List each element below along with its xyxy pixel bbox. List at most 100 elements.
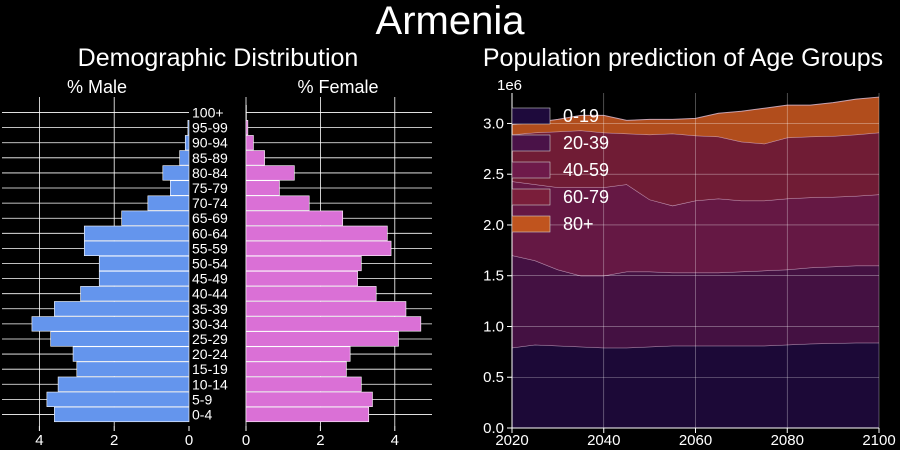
male-bar bbox=[187, 120, 190, 136]
female-bar bbox=[245, 286, 377, 302]
age-group-label: 20-24 bbox=[192, 346, 228, 362]
age-group-label: 100+ bbox=[192, 105, 224, 121]
x-tick-label: 2060 bbox=[679, 432, 712, 449]
female-bar bbox=[245, 316, 422, 332]
legend-swatch bbox=[511, 134, 551, 152]
male-bar bbox=[147, 195, 190, 211]
age-group-label: 40-44 bbox=[192, 286, 228, 302]
female-bar bbox=[245, 346, 351, 362]
female-bar bbox=[245, 240, 392, 257]
legend-swatch bbox=[511, 215, 551, 233]
x-tick-label: 2080 bbox=[771, 432, 804, 449]
x-tick-label: 2020 bbox=[495, 432, 528, 449]
female-bar bbox=[245, 361, 347, 377]
legend-swatch bbox=[511, 188, 551, 206]
y-tick-label: 0.0 bbox=[483, 420, 504, 437]
age-group-label: 45-49 bbox=[192, 271, 228, 287]
age-group-label: 55-59 bbox=[192, 240, 228, 256]
area-chart-title: Population prediction of Age Groups bbox=[483, 44, 883, 72]
male-bar bbox=[179, 150, 190, 166]
age-group-label: 70-74 bbox=[192, 195, 228, 211]
male-x-tick-label: 0 bbox=[185, 432, 193, 449]
age-group-label: 75-79 bbox=[192, 180, 228, 196]
age-group-label: 95-99 bbox=[192, 120, 228, 136]
age-group-label: 0-4 bbox=[192, 406, 212, 422]
male-x-tick-label: 2 bbox=[110, 432, 118, 449]
population-prediction-chart: Population prediction of Age Groups 1e6 … bbox=[483, 44, 896, 449]
legend-label: 20-39 bbox=[563, 133, 609, 153]
male-bar bbox=[54, 406, 190, 423]
female-bar bbox=[245, 406, 370, 423]
age-group-label: 5-9 bbox=[192, 391, 212, 407]
legend-label: 0-19 bbox=[563, 106, 599, 126]
female-bar bbox=[245, 270, 358, 287]
legend-label: 40-59 bbox=[563, 160, 609, 180]
age-group-label: 60-64 bbox=[192, 225, 228, 241]
male-bar bbox=[57, 376, 190, 392]
legend-label: 60-79 bbox=[563, 187, 609, 207]
male-bar bbox=[98, 270, 190, 287]
female-bar bbox=[245, 331, 399, 347]
male-bar bbox=[46, 391, 190, 407]
female-bar bbox=[245, 180, 280, 196]
y-tick-label: 2.5 bbox=[483, 166, 504, 183]
area-legend: 0-19 20-39 40-59 60-79 80+ bbox=[511, 106, 609, 234]
pyramid-title: Demographic Distribution bbox=[78, 44, 359, 72]
male-bar bbox=[54, 301, 190, 317]
female-bar bbox=[245, 135, 254, 151]
y-tick-label: 2.0 bbox=[483, 217, 504, 234]
female-bar bbox=[245, 120, 249, 136]
female-x-tick-label: 4 bbox=[391, 432, 399, 449]
y-multiplier-label: 1e6 bbox=[497, 77, 522, 94]
y-tick-label: 1.5 bbox=[483, 268, 504, 285]
male-bar bbox=[98, 255, 190, 272]
y-tick-label: 3.0 bbox=[483, 115, 504, 132]
male-bars bbox=[31, 120, 190, 423]
male-bar bbox=[83, 240, 190, 257]
female-bars bbox=[245, 104, 422, 423]
female-x-tick-label: 0 bbox=[242, 432, 250, 449]
legend-label: 80+ bbox=[563, 214, 594, 234]
x-tick-label: 2040 bbox=[587, 432, 620, 449]
male-bar bbox=[121, 210, 190, 226]
female-bar bbox=[245, 210, 344, 226]
area-axes: 0.0 0.5 1.0 1.5 2.0 2.5 3.0 2020 2040 2060 2080 210… bbox=[483, 93, 896, 449]
legend-swatch bbox=[511, 161, 551, 179]
legend-swatch bbox=[511, 107, 551, 125]
male-bar bbox=[162, 165, 190, 181]
age-group-label: 30-34 bbox=[192, 316, 228, 332]
age-group-label: 35-39 bbox=[192, 301, 228, 317]
female-bar bbox=[245, 225, 388, 241]
female-x-tick-label: 2 bbox=[316, 432, 324, 449]
male-bar bbox=[80, 286, 190, 302]
female-bar bbox=[245, 150, 265, 166]
male-bar bbox=[83, 225, 190, 241]
age-group-label: 65-69 bbox=[192, 210, 228, 226]
y-tick-label: 1.0 bbox=[483, 318, 504, 335]
age-group-label: 10-14 bbox=[192, 376, 228, 392]
pyramid-x-ticks: 4 2 0 0 2 4 bbox=[35, 426, 399, 449]
male-x-tick-label: 4 bbox=[35, 432, 43, 449]
female-bar bbox=[245, 301, 407, 317]
male-axis-label: % Male bbox=[67, 77, 127, 97]
y-tick-label: 0.5 bbox=[483, 369, 504, 386]
male-bar bbox=[50, 331, 190, 347]
x-tick-label: 2100 bbox=[862, 432, 895, 449]
age-group-labels: 0-45-910-1415-1920-2425-2930-3435-3940-4… bbox=[192, 105, 228, 423]
age-group-label: 85-89 bbox=[192, 150, 228, 166]
population-pyramid: Demographic Distribution % Male % Female… bbox=[2, 44, 432, 449]
figure-title: Armenia bbox=[376, 0, 526, 43]
female-axis-label: % Female bbox=[297, 77, 378, 97]
male-bar bbox=[184, 135, 190, 151]
male-bar bbox=[72, 346, 190, 362]
male-bar bbox=[31, 316, 190, 332]
female-bar bbox=[245, 255, 362, 272]
age-group-label: 25-29 bbox=[192, 331, 228, 347]
age-group-label: 50-54 bbox=[192, 256, 228, 272]
male-bar bbox=[170, 180, 190, 196]
female-bar bbox=[245, 165, 295, 181]
age-group-label: 80-84 bbox=[192, 165, 228, 181]
age-group-label: 15-19 bbox=[192, 361, 228, 377]
female-bar bbox=[245, 195, 310, 211]
